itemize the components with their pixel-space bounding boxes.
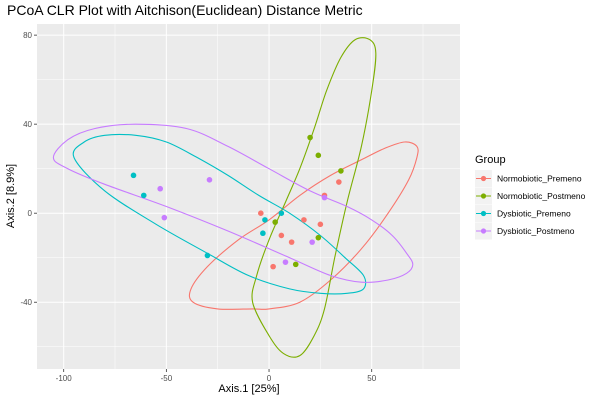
point-dysbiotic-premeno [140, 192, 147, 199]
point-dysbiotic-postmeno [206, 177, 213, 183]
legend-item: Dysbiotic_Postmeno [475, 222, 575, 240]
confidence-ellipses [52, 37, 419, 358]
point-normobiotic-premeno [336, 179, 342, 185]
minor-gridlines [37, 24, 460, 369]
legend-key-point [480, 210, 487, 217]
y-tick-label: 80 [23, 31, 32, 40]
point-normobiotic-premeno [301, 217, 307, 223]
legend-label: Dysbiotic_Premeno [497, 209, 571, 219]
plot-panel [37, 24, 460, 369]
point-dysbiotic-premeno [204, 252, 211, 259]
legend-label: Dysbiotic_Postmeno [497, 226, 575, 236]
point-normobiotic-postmeno [292, 261, 299, 268]
legend-label: Normobiotic_Premeno [497, 174, 582, 184]
point-dysbiotic-premeno [262, 217, 268, 223]
point-normobiotic-premeno [288, 239, 295, 245]
ellipse-dysbiotic-postmeno [52, 123, 414, 283]
legend-title: Group [475, 154, 506, 166]
point-normobiotic-postmeno [272, 219, 278, 225]
point-normobiotic-postmeno [338, 168, 344, 174]
legend-item: Normobiotic_Premeno [475, 170, 582, 187]
point-dysbiotic-postmeno [157, 185, 164, 192]
point-normobiotic-premeno [270, 263, 276, 270]
legend-key-point [480, 193, 487, 199]
x-tick-label: -50 [161, 374, 173, 383]
y-axis-title: Axis.2 [8.9%] [5, 164, 17, 228]
point-normobiotic-premeno [258, 210, 264, 216]
x-axis-ticks: -100 -50 0 50 [56, 369, 377, 383]
legend-label: Normobiotic_Postmeno [497, 191, 586, 201]
y-tick-label: 0 [28, 209, 33, 218]
point-dysbiotic-postmeno [282, 259, 289, 265]
ellipse-dysbiotic-premeno [72, 133, 367, 295]
y-tick-label: 40 [23, 120, 32, 129]
point-dysbiotic-postmeno [321, 194, 328, 201]
legend-key-point [480, 228, 487, 234]
point-dysbiotic-postmeno [161, 214, 168, 221]
x-axis-title: Axis.1 [25%] [218, 383, 279, 395]
x-tick-label: 0 [267, 374, 272, 383]
y-tick-label: -40 [20, 298, 32, 307]
point-normobiotic-postmeno [315, 234, 322, 241]
legend-item: Dysbiotic_Premeno [475, 205, 571, 222]
ellipse-normobiotic-postmeno [251, 37, 377, 358]
point-dysbiotic-premeno [278, 210, 285, 216]
legend-key-point [480, 175, 487, 182]
point-normobiotic-postmeno [315, 152, 322, 159]
point-normobiotic-postmeno [307, 134, 313, 141]
major-gridlines [37, 24, 460, 369]
legend: Group Normobiotic_Premeno Normobiotic_Pos… [475, 154, 586, 240]
point-dysbiotic-postmeno [309, 239, 315, 245]
legend-item: Normobiotic_Postmeno [475, 187, 586, 205]
point-dysbiotic-premeno [130, 172, 137, 179]
point-normobiotic-premeno [278, 232, 285, 239]
data-points [130, 134, 344, 270]
y-axis-ticks: -40 0 40 80 [20, 31, 37, 307]
point-normobiotic-premeno [317, 221, 324, 228]
ellipse-normobiotic-premeno [188, 141, 419, 310]
point-dysbiotic-premeno [260, 230, 266, 237]
x-tick-label: 50 [367, 374, 376, 383]
chart-title: PCoA CLR Plot with Aitchison(Euclidean) … [7, 2, 363, 18]
x-tick-label: -100 [56, 374, 73, 383]
